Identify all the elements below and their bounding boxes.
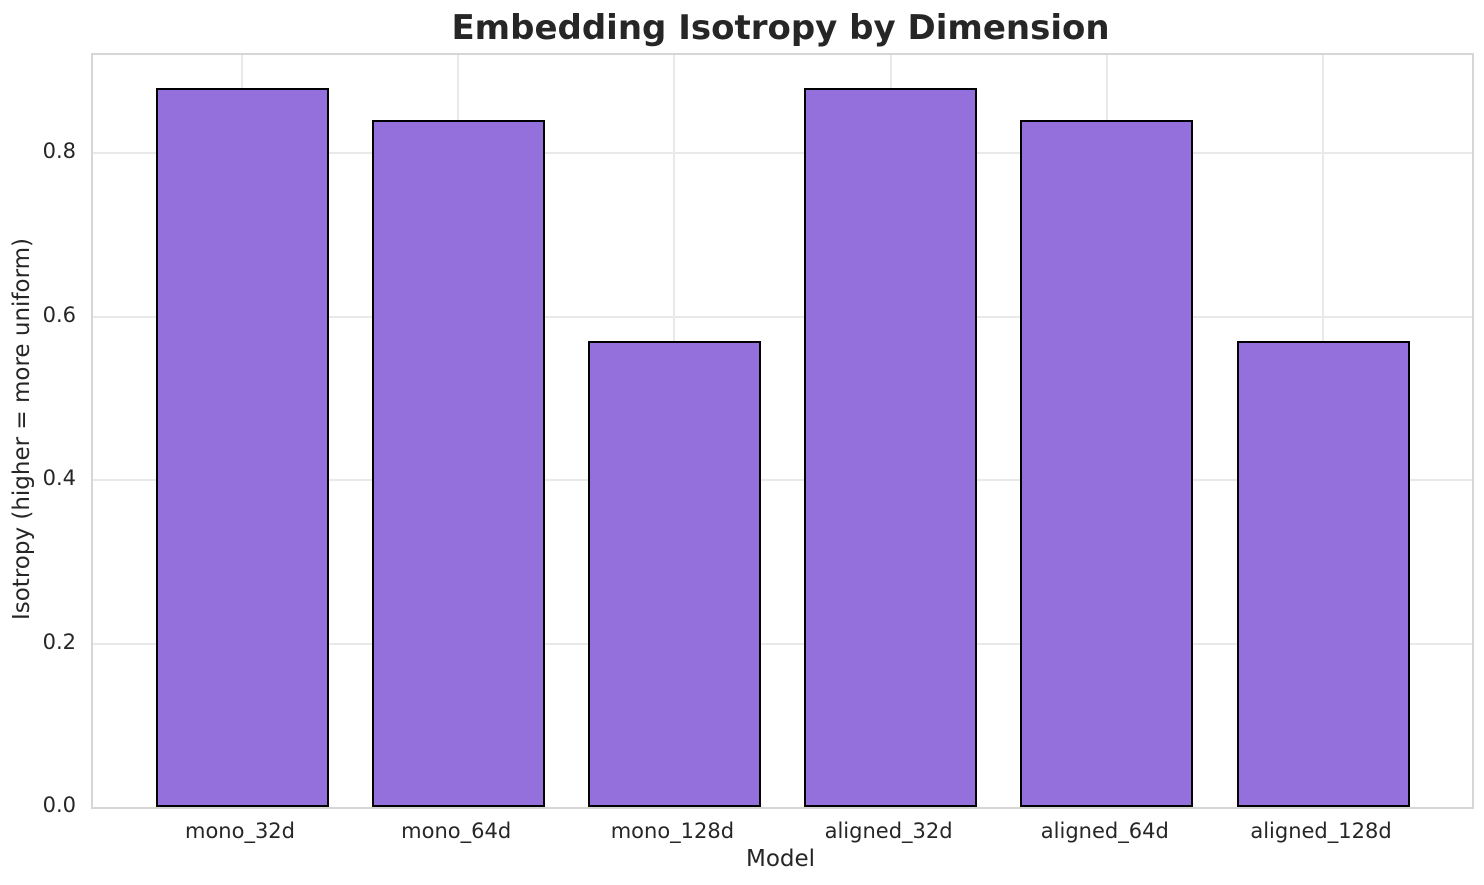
y-tick-label: 0.4 (42, 466, 76, 491)
bar-aligned_128d (1236, 341, 1410, 807)
bar-aligned_64d (1020, 120, 1194, 807)
bar-mono_64d (371, 120, 545, 807)
h-gridline (93, 152, 1472, 155)
plot-area (91, 53, 1474, 809)
bar-mono_128d (587, 341, 761, 807)
y-tick-label: 0.8 (42, 139, 76, 164)
x-axis-label: Model (745, 846, 816, 872)
y-tick-label: 0.6 (42, 302, 76, 327)
x-tick-label: aligned_64d (1040, 819, 1169, 843)
x-tick-label: mono_32d (184, 819, 295, 843)
h-gridline (93, 642, 1472, 645)
bar-aligned_32d (804, 87, 978, 807)
bar-mono_32d (155, 87, 329, 807)
x-tick-label: mono_128d (610, 819, 735, 843)
x-tick-label: aligned_32d (824, 819, 953, 843)
x-tick-label: aligned_128d (1250, 819, 1392, 843)
y-tick-label: 0.0 (42, 793, 76, 817)
h-gridline (93, 479, 1472, 482)
y-tick-label: 0.2 (42, 629, 76, 654)
h-gridline (93, 315, 1472, 318)
chart-title: Embedding Isotropy by Dimension (451, 8, 1110, 48)
x-tick-label: mono_64d (401, 819, 512, 843)
